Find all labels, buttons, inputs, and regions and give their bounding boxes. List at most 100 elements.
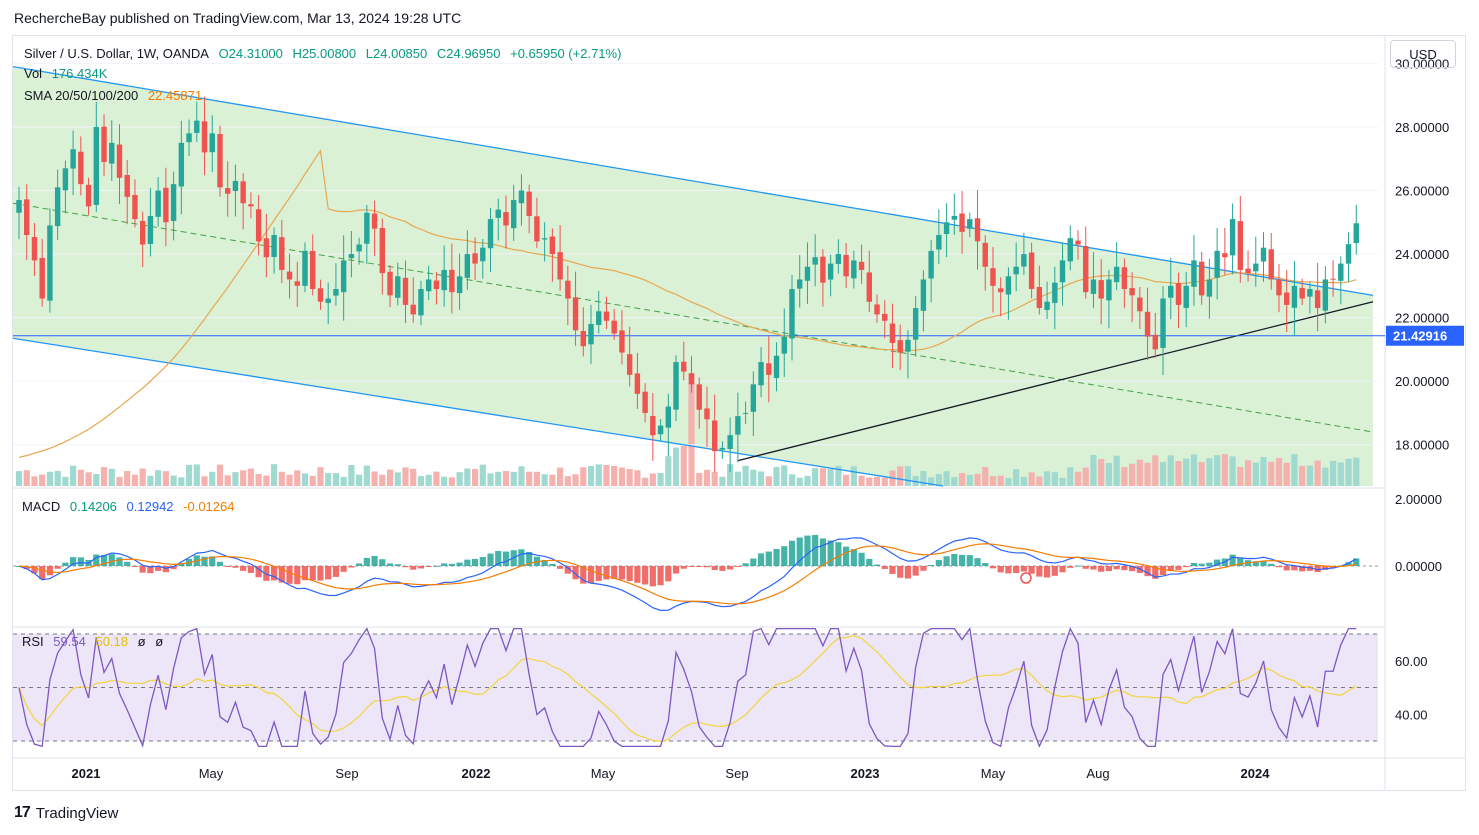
macd-histogram-bar xyxy=(696,566,703,567)
candle-body xyxy=(1028,252,1035,290)
macd-histogram-bar xyxy=(1345,562,1352,566)
macd-histogram-bar xyxy=(1299,566,1306,572)
volume-bar xyxy=(410,468,417,486)
volume-bar xyxy=(1028,472,1035,486)
macd-histogram-bar xyxy=(564,566,571,574)
volume-bar xyxy=(162,471,169,486)
volume-bar xyxy=(1337,462,1344,486)
macd-histogram-bar xyxy=(974,558,981,566)
macd-histogram-bar xyxy=(433,565,440,567)
candle-body xyxy=(1121,267,1128,290)
currency-selector[interactable]: USD xyxy=(1390,40,1456,68)
candle-body xyxy=(310,250,316,290)
candle-body xyxy=(464,254,471,278)
rsi-label[interactable]: RSI xyxy=(22,634,44,649)
macd-histogram-bar xyxy=(1043,566,1051,578)
main-legend: Silver / U.S. Dollar, 1W, OANDA O24.3100… xyxy=(24,46,627,61)
footer-brand: 17 TradingView xyxy=(14,804,118,822)
macd-histogram-bar xyxy=(773,549,780,566)
macd-histogram-bar xyxy=(155,566,162,571)
candle-body xyxy=(1098,280,1104,299)
candle-body xyxy=(1229,219,1236,256)
candle-body xyxy=(317,288,324,302)
candle-body xyxy=(418,289,424,316)
macd-histogram-bar xyxy=(518,549,525,566)
macd-histogram-bar xyxy=(1237,557,1244,566)
candle-body xyxy=(1106,279,1112,301)
candle-body xyxy=(364,212,370,244)
volume-bar xyxy=(77,469,84,486)
x-tick-label: 2021 xyxy=(72,766,101,781)
macd-histogram-bar xyxy=(727,566,734,570)
candle-body xyxy=(565,280,571,299)
macd-histogram-bar xyxy=(1005,566,1012,574)
candle-body xyxy=(874,304,880,315)
macd-histogram-bar xyxy=(1159,566,1167,576)
volume-bar xyxy=(804,475,811,486)
volume-bar xyxy=(1043,471,1051,486)
macd-histogram-bar xyxy=(77,557,84,566)
volume-bar xyxy=(843,474,850,486)
candle-body xyxy=(1083,245,1089,293)
close-value: C24.96950 xyxy=(436,46,501,61)
candle-body xyxy=(665,406,672,428)
volume-bar xyxy=(232,472,239,486)
candle-body xyxy=(920,279,927,311)
candle-body xyxy=(487,219,494,249)
candle-body xyxy=(78,151,84,185)
candle-body xyxy=(1129,288,1135,296)
candle-body xyxy=(217,134,223,188)
candle-body xyxy=(1168,285,1174,298)
macd-histogram-bar xyxy=(997,566,1004,573)
open-value: O24.31000 xyxy=(218,46,283,61)
sma-label[interactable]: SMA 20/50/100/200 xyxy=(24,88,139,103)
macd-histogram-bar xyxy=(672,566,680,574)
volume-bar xyxy=(881,477,888,486)
macd-histogram-bar xyxy=(611,566,618,579)
candle-body xyxy=(116,144,123,178)
candle-body xyxy=(1307,289,1313,297)
macd-histogram-bar xyxy=(742,563,749,566)
volume-bar xyxy=(1113,455,1120,486)
volume-bar xyxy=(572,474,579,486)
candle-body xyxy=(1067,238,1073,262)
candle-body xyxy=(433,280,440,290)
y-tick-label: 18.00000 xyxy=(1395,438,1449,453)
macd-histogram-bar xyxy=(866,558,873,566)
volume-bar xyxy=(1129,463,1136,486)
macd-histogram-bar xyxy=(23,566,30,570)
volume-bar xyxy=(31,476,38,486)
y-tick-label: 26.00000 xyxy=(1395,184,1449,199)
volume-bar xyxy=(657,472,664,486)
candle-body xyxy=(371,213,378,229)
macd-histogram-bar xyxy=(1074,565,1082,567)
macd-histogram-bar xyxy=(1175,566,1182,570)
macd-histogram-bar xyxy=(1113,566,1120,570)
volume-bar xyxy=(1098,459,1105,486)
volume-bar xyxy=(696,472,703,486)
volume-bar xyxy=(1144,462,1151,486)
macd-histogram-bar xyxy=(278,566,285,583)
volume-bar xyxy=(1291,454,1298,486)
macd-histogram-bar xyxy=(541,559,548,566)
macd-label[interactable]: MACD xyxy=(22,499,61,514)
macd-histogram-bar xyxy=(1082,566,1089,569)
macd-histogram-bar xyxy=(162,566,169,573)
macd-y-tick-label: 0.00000 xyxy=(1395,559,1442,574)
macd-histogram-bar xyxy=(788,540,796,566)
volume-bar xyxy=(487,473,494,486)
candle-body xyxy=(511,200,517,229)
volume-bar xyxy=(1059,477,1066,486)
rsi-legend: RSI 59.54 50.18 ø ø xyxy=(22,634,169,649)
macd-histogram-bar xyxy=(116,557,123,566)
macd-marker-circle xyxy=(1020,572,1032,584)
candle-body xyxy=(688,373,695,385)
vol-label[interactable]: Vol xyxy=(24,66,43,81)
volume-bar xyxy=(719,476,726,486)
candle-body xyxy=(1036,286,1043,309)
candle-body xyxy=(1044,301,1050,310)
symbol-title[interactable]: Silver / U.S. Dollar, 1W, OANDA xyxy=(24,46,209,61)
candle-body xyxy=(1268,249,1274,280)
chart-frame[interactable] xyxy=(12,35,1466,791)
